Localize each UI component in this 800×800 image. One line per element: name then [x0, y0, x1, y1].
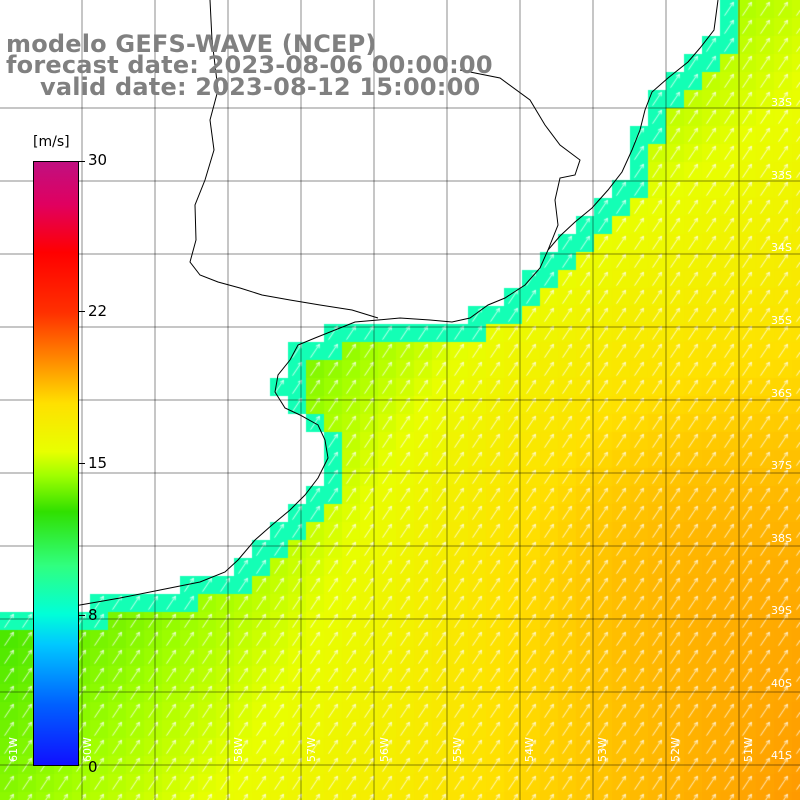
- forecast-date: forecast date: 2023-08-06 00:00:00: [6, 51, 493, 79]
- lat-label: 33S: [771, 169, 792, 182]
- colorbar-label-0: 0: [88, 758, 98, 776]
- lon-label: 55W: [451, 737, 464, 762]
- colorbar-label-8: 8: [88, 606, 98, 624]
- lat-label: 34S: [771, 241, 792, 254]
- lon-label: 58W: [232, 737, 245, 762]
- lat-label: 33S: [771, 96, 792, 109]
- colorbar-tick: [79, 311, 85, 312]
- border-line: [189, 0, 379, 319]
- model-title: modelo GEFS-WAVE (NCEP): [6, 30, 377, 58]
- colorbar-tick: [79, 615, 85, 616]
- colorbar-tick: [79, 161, 85, 162]
- lon-label: 60W: [81, 737, 94, 762]
- lon-label: 61W: [7, 737, 20, 762]
- valid-date: valid date: 2023-08-12 15:00:00: [40, 73, 481, 101]
- colorbar-label-15: 15: [88, 454, 108, 472]
- lon-label: 57W: [305, 737, 318, 762]
- lat-label: 35S: [771, 314, 792, 327]
- coastline: [39, 0, 719, 611]
- lon-label: 56W: [378, 737, 391, 762]
- lat-label: 36S: [771, 387, 792, 400]
- lon-label: 53W: [596, 737, 609, 762]
- lon-label: 51W: [742, 737, 755, 762]
- lat-label: 37S: [771, 459, 792, 472]
- lat-label: 41S: [771, 749, 792, 762]
- colorbar-unit: [m/s]: [33, 134, 70, 150]
- lat-label: 40S: [771, 677, 792, 690]
- lat-label: 39S: [771, 604, 792, 617]
- lon-label: 54W: [523, 737, 536, 762]
- lat-label: 38S: [771, 532, 792, 545]
- lon-label: 52W: [669, 737, 682, 762]
- colorbar-tick: [79, 463, 85, 464]
- colorbar: [33, 161, 79, 766]
- colorbar-label-22: 22: [88, 302, 108, 320]
- colorbar-label-30: 30: [88, 151, 108, 169]
- border-line: [459, 69, 581, 251]
